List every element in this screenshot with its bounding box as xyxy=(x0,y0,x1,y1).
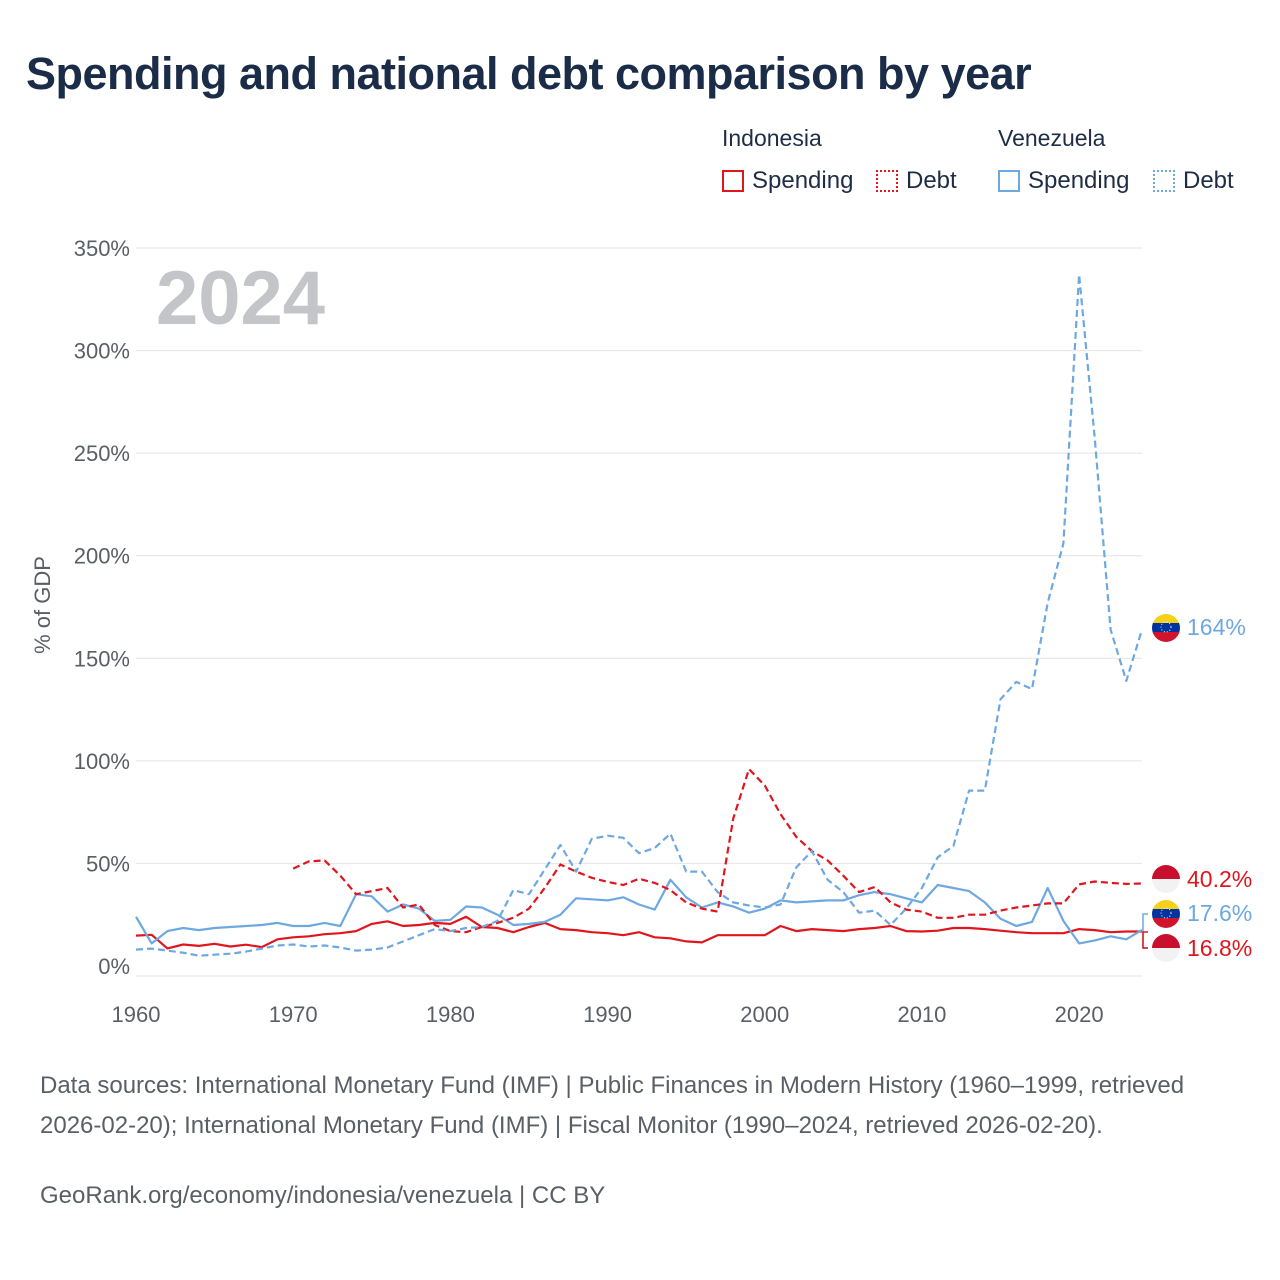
legend-venezuela-spending[interactable]: Spending xyxy=(998,167,1129,195)
legend-indonesia-spending[interactable]: Spending xyxy=(722,167,853,195)
x-tick-label: 2020 xyxy=(1055,1002,1104,1027)
y-tick-label: 0% xyxy=(98,954,130,979)
series-line-venezuela-debt xyxy=(135,273,1144,957)
end-label-indonesia-spending: 16.8% xyxy=(1187,935,1252,961)
y-tick-label: 50% xyxy=(86,851,130,876)
line-chart: 0% 50% 100% 150% 200% 250% 300% 350% 1960 1970 198… xyxy=(30,236,1252,1027)
y-axis-label: % of GDP xyxy=(30,556,55,654)
legend-label: Spending xyxy=(1028,167,1130,194)
venezuela-flag-icon xyxy=(1152,614,1180,642)
legend-indonesia-debt[interactable]: Debt xyxy=(876,167,957,195)
footer-attribution[interactable]: GeoRank.org/economy/indonesia/venezuela … xyxy=(40,1182,606,1209)
x-tick-label: 2000 xyxy=(740,1002,789,1027)
end-label-venezuela-debt: 164% xyxy=(1187,614,1246,640)
series-line-venezuela-spending xyxy=(135,878,1143,945)
end-label-indonesia-debt: 40.2% xyxy=(1187,866,1252,892)
legend-swatch-solid-icon xyxy=(998,170,1020,192)
label-connector-indonesia xyxy=(1142,931,1148,949)
legend-label: Spending xyxy=(752,167,854,194)
end-label-venezuela-spending: 17.6% xyxy=(1187,900,1252,926)
indonesia-flag-icon xyxy=(1152,865,1180,893)
x-tick-label: 1960 xyxy=(112,1002,161,1027)
venezuela-flag-icon xyxy=(1152,900,1180,928)
y-tick-label: 150% xyxy=(74,646,130,671)
y-tick-label: 300% xyxy=(74,339,130,364)
legend-venezuela-debt[interactable]: Debt xyxy=(1153,167,1234,195)
y-tick-label: 250% xyxy=(74,441,130,466)
legend-swatch-dotted-icon xyxy=(1153,170,1175,192)
y-tick-label: 350% xyxy=(74,236,130,261)
legend-group-indonesia: Indonesia xyxy=(722,125,822,151)
indonesia-flag-icon xyxy=(1152,934,1180,962)
legend-label: Debt xyxy=(906,167,957,194)
legend-group-venezuela: Venezuela xyxy=(998,125,1106,151)
chart-title: Spending and national debt comparison by… xyxy=(26,48,1032,99)
legend-swatch-solid-icon xyxy=(722,170,744,192)
series-line-indonesia-debt xyxy=(292,767,1143,934)
series-line-indonesia-spending xyxy=(135,915,1142,950)
year-watermark: 2024 xyxy=(156,256,325,341)
data-sources: Data sources: International Monetary Fun… xyxy=(40,1072,1185,1139)
x-tick-label: 2010 xyxy=(897,1002,946,1027)
x-tick-label: 1990 xyxy=(583,1002,632,1027)
y-tick-label: 200% xyxy=(74,544,130,569)
y-tick-label: 100% xyxy=(74,749,130,774)
legend-swatch-dotted-icon xyxy=(876,170,898,192)
legend-label: Debt xyxy=(1183,167,1234,194)
x-tick-label: 1970 xyxy=(269,1002,318,1027)
x-tick-label: 1980 xyxy=(426,1002,475,1027)
